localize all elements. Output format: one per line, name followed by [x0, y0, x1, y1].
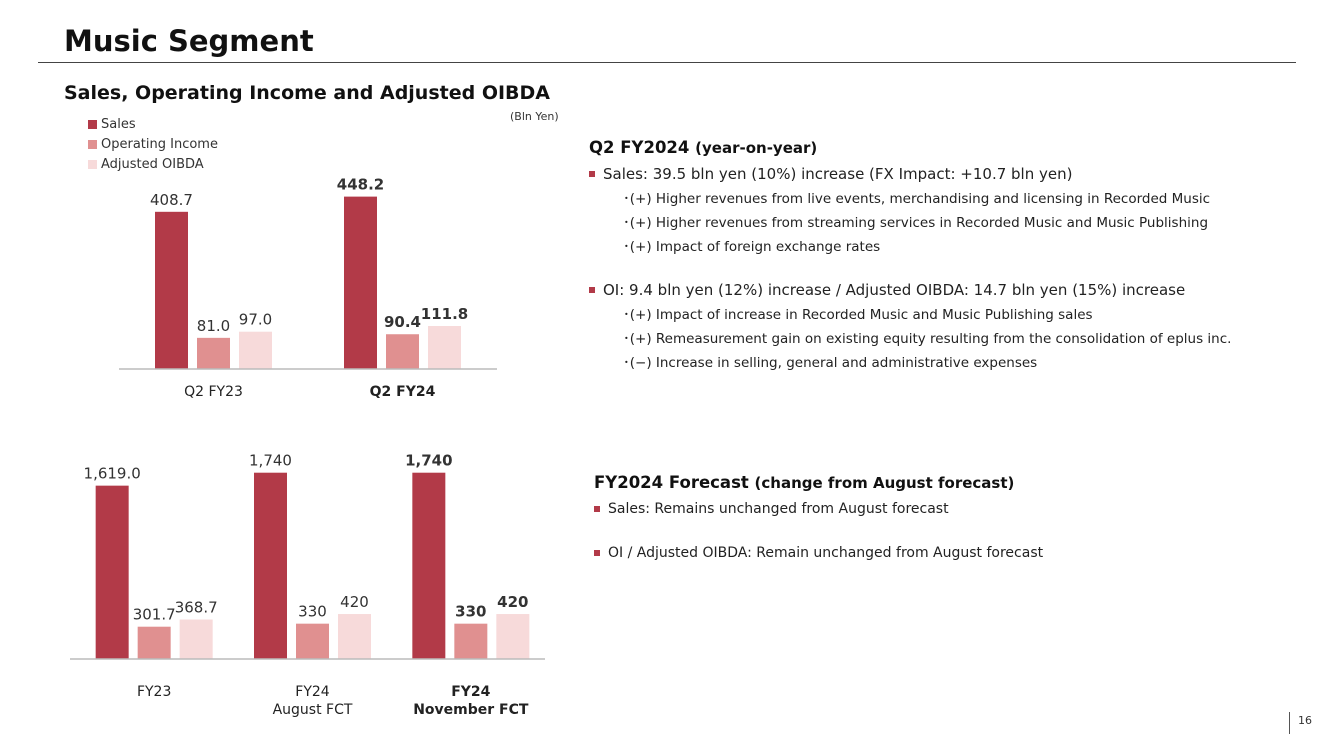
chart-legend: Sales Operating Income Adjusted OIBDA	[88, 114, 218, 174]
legend-label-sales: Sales	[101, 116, 136, 132]
q2-sales-point: ･(+) Impact of foreign exchange rates	[623, 239, 881, 255]
category-label-2: FY24	[451, 684, 490, 700]
data-label-sales-1: 448.2	[337, 176, 384, 194]
q2-bar-chart: 408.7 81.0 97.0 Q2 FY23 448.2 90.4 111.8 Q2 FY2…	[60, 160, 580, 410]
forecast-heading-main: FY2024 Forecast	[594, 473, 749, 492]
q2-sales-point: ･(+) Higher revenues from live events, m…	[623, 191, 1211, 207]
q2-heading-main: Q2 FY2024	[589, 138, 690, 157]
bullet-square-icon	[589, 171, 595, 177]
bar-sales-2	[412, 472, 446, 659]
legend-swatch-operating-income	[88, 139, 97, 149]
bar-sales-0	[95, 485, 129, 659]
bar-oibda-1	[338, 614, 371, 659]
legend-item-operating-income: Operating Income	[88, 134, 218, 154]
category-label-0: Q2 FY23	[184, 384, 243, 400]
data-label-sales-1: 1,740	[249, 452, 292, 470]
data-label-oibda-0: 97.0	[239, 311, 272, 329]
chart-subtitle: Sales, Operating Income and Adjusted OIB…	[64, 82, 551, 104]
q2-oi-point: ･(+) Impact of increase in Recorded Musi…	[623, 307, 1093, 323]
bar-oi-0	[197, 337, 230, 369]
category-label-1: Q2 FY24	[370, 384, 436, 400]
bullet-square-icon	[594, 506, 600, 512]
q2-oi-text: OI: 9.4 bln yen (12%) increase / Adjuste…	[603, 281, 1186, 299]
forecast-sales-bullet: Sales: Remains unchanged from August for…	[594, 498, 1314, 520]
bar-oi-1	[386, 334, 419, 369]
bar-oi-0	[137, 626, 171, 659]
page-title: Music Segment	[64, 24, 314, 58]
title-divider	[38, 62, 1296, 63]
forecast-oi-text: OI / Adjusted OIBDA: Remain unchanged fr…	[608, 545, 1044, 561]
q2-sales-text: Sales: 39.5 bln yen (10%) increase (FX I…	[603, 165, 1073, 183]
bar-sales-0	[155, 211, 188, 369]
category-label-1: FY24	[295, 684, 330, 700]
unit-label: (Bln Yen)	[510, 110, 559, 123]
legend-item-adjusted-oibda: Adjusted OIBDA	[88, 154, 218, 174]
forecast-oi-bullet: OI / Adjusted OIBDA: Remain unchanged fr…	[594, 542, 1314, 564]
spacer	[589, 257, 1319, 279]
data-label-oi-1: 90.4	[384, 313, 421, 331]
category-label-2: November FCT	[413, 702, 529, 718]
legend-label-adjusted-oibda: Adjusted OIBDA	[101, 156, 204, 172]
data-label-oibda-0: 368.7	[175, 599, 218, 617]
spacer	[594, 520, 1314, 542]
bar-oibda-0	[179, 619, 213, 659]
q2-heading: Q2 FY2024 (year-on-year)	[589, 138, 1319, 157]
bar-sales-1	[344, 196, 377, 369]
bullet-square-icon	[589, 287, 595, 293]
q2-chart-svg: 408.7 81.0 97.0 Q2 FY23 448.2 90.4 111.8 Q2 FY2…	[119, 176, 497, 400]
legend-label-operating-income: Operating Income	[101, 136, 218, 152]
data-label-sales-2: 1,740	[405, 452, 452, 470]
bar-oibda-1	[428, 326, 461, 369]
q2-heading-sub: (year-on-year)	[695, 139, 818, 157]
bar-oibda-2	[496, 614, 530, 659]
category-label-0: FY23	[137, 684, 171, 700]
q2-sales-point: ･(+) Higher revenues from streaming serv…	[623, 215, 1209, 231]
data-label-sales-0: 408.7	[150, 191, 193, 209]
data-label-oibda-2: 420	[497, 593, 528, 611]
data-label-oi-0: 81.0	[197, 317, 230, 335]
bar-oi-2	[454, 623, 488, 659]
category-label-1: August FCT	[273, 702, 353, 718]
q2-oi-point: ･(+) Remeasurement gain on existing equi…	[623, 331, 1232, 347]
page-number-divider	[1289, 712, 1290, 734]
forecast-commentary: FY2024 Forecast (change from August fore…	[594, 473, 1314, 564]
data-label-oibda-1: 111.8	[421, 305, 468, 323]
q2-sales-bullet: Sales: 39.5 bln yen (10%) increase (FX I…	[589, 163, 1319, 185]
data-label-oi-1: 330	[298, 603, 327, 621]
fy-chart-svg: 1,619.0 301.7 368.7 FY23 1,740 330 420 FY24 Augu…	[70, 452, 545, 718]
data-label-oi-2: 330	[455, 603, 486, 621]
data-label-sales-0: 1,619.0	[84, 465, 141, 483]
bar-oibda-0	[239, 331, 272, 369]
page-number: 16	[1298, 714, 1312, 727]
legend-swatch-sales	[88, 119, 97, 129]
forecast-heading: FY2024 Forecast (change from August fore…	[594, 473, 1314, 492]
legend-item-sales: Sales	[88, 114, 218, 134]
data-label-oi-0: 301.7	[133, 606, 176, 624]
bar-oi-1	[296, 623, 329, 659]
bar-sales-1	[254, 472, 287, 659]
q2-oi-point: ･(−) Increase in selling, general and ad…	[623, 355, 1038, 371]
legend-swatch-adjusted-oibda	[88, 159, 97, 169]
q2-commentary: Q2 FY2024 (year-on-year) Sales: 39.5 bln…	[589, 138, 1319, 373]
bullet-square-icon	[594, 550, 600, 556]
fy-bar-chart: 1,619.0 301.7 368.7 FY23 1,740 330 420 FY24 Augu…	[60, 440, 560, 730]
forecast-sales-text: Sales: Remains unchanged from August for…	[608, 501, 949, 517]
forecast-heading-sub: (change from August forecast)	[754, 474, 1015, 492]
q2-oi-bullet: OI: 9.4 bln yen (12%) increase / Adjuste…	[589, 279, 1319, 301]
data-label-oibda-1: 420	[340, 593, 369, 611]
